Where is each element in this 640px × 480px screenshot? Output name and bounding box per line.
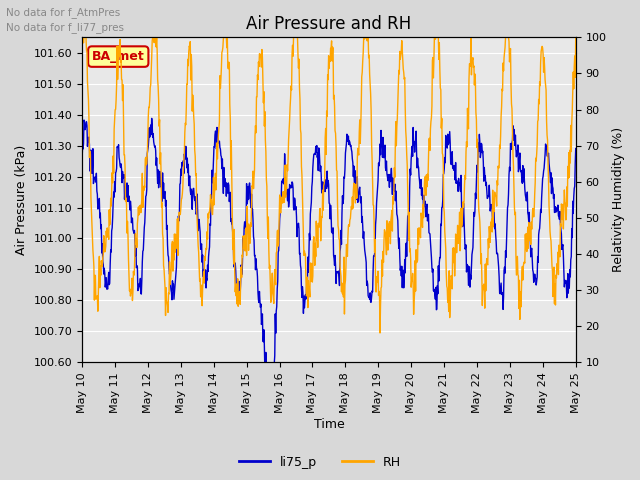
li75_p	[78, 158, 86, 164]
Y-axis label: Air Pressure (kPa): Air Pressure (kPa)	[15, 144, 28, 255]
li75_p	[279, 177, 287, 182]
RH	[572, 35, 580, 40]
Legend: li75_p, RH: li75_p, RH	[234, 451, 406, 474]
RH	[278, 194, 286, 200]
Text: BA_met: BA_met	[92, 50, 145, 63]
RH	[79, 35, 86, 40]
li75_p	[473, 162, 481, 168]
Y-axis label: Relativity Humidity (%): Relativity Humidity (%)	[612, 127, 625, 272]
RH	[464, 119, 472, 125]
li75_p	[267, 413, 275, 419]
RH	[129, 289, 137, 295]
li75_p	[572, 146, 580, 152]
li75_p	[296, 263, 304, 268]
Title: Air Pressure and RH: Air Pressure and RH	[246, 15, 412, 33]
Line: RH: RH	[82, 37, 576, 333]
li75_p	[129, 215, 136, 221]
RH	[473, 144, 481, 150]
RH	[376, 330, 384, 336]
RH	[296, 96, 304, 102]
Text: No data for f_AtmPres: No data for f_AtmPres	[6, 7, 121, 18]
RH	[78, 44, 86, 50]
X-axis label: Time: Time	[314, 419, 344, 432]
li75_p	[464, 263, 472, 269]
li75_p	[418, 185, 426, 191]
Line: li75_p: li75_p	[82, 119, 576, 416]
RH	[418, 219, 426, 225]
Text: No data for f_li77_pres: No data for f_li77_pres	[6, 22, 124, 33]
li75_p	[148, 116, 156, 121]
